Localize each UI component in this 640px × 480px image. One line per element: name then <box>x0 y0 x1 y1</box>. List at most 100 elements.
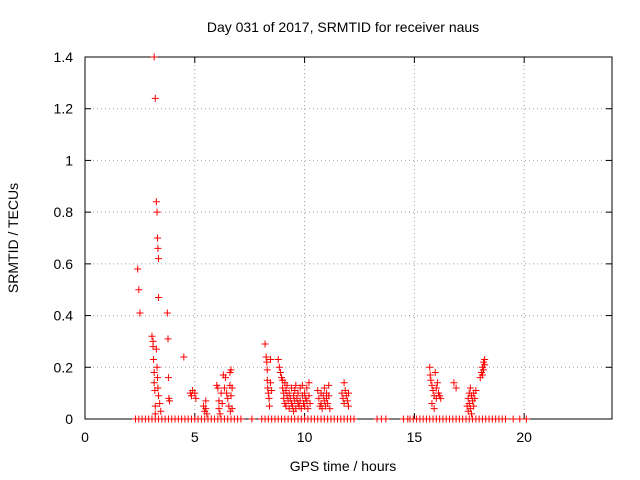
data-point <box>301 389 309 397</box>
data-point <box>237 415 245 423</box>
data-point <box>298 381 306 389</box>
data-point <box>153 208 161 216</box>
data-point <box>222 374 230 382</box>
data-point <box>305 392 313 400</box>
data-point <box>274 356 282 364</box>
data-point <box>305 379 313 387</box>
y-tick-label: 0.6 <box>54 256 74 272</box>
data-point <box>227 392 235 400</box>
grid <box>85 57 612 419</box>
data-point <box>428 381 436 389</box>
y-tick-label: 0 <box>65 411 73 427</box>
data-point <box>427 376 435 384</box>
data-point <box>150 379 158 387</box>
data-point <box>180 353 188 361</box>
data-point <box>426 363 434 371</box>
x-tick-label: 20 <box>516 429 532 445</box>
data-point <box>153 234 161 242</box>
data-point <box>216 410 224 418</box>
data-point <box>315 394 323 402</box>
data-point <box>134 265 142 273</box>
data-point <box>150 53 158 61</box>
data-point <box>262 353 270 361</box>
data-point <box>150 356 158 364</box>
data-point <box>481 361 489 369</box>
data-point <box>306 399 314 407</box>
data-point <box>192 394 200 402</box>
x-tick-label: 0 <box>81 429 89 445</box>
data-point <box>345 389 352 397</box>
data-point <box>430 405 438 413</box>
data-point <box>202 405 210 413</box>
data-point <box>326 405 334 413</box>
data-point <box>433 379 441 387</box>
plot-frame <box>84 56 613 420</box>
data-point <box>154 384 162 392</box>
data-point <box>203 410 211 418</box>
data-point <box>268 387 276 395</box>
axes <box>84 56 613 420</box>
data-point <box>202 397 210 405</box>
data-point <box>467 410 475 418</box>
data-point <box>228 384 236 392</box>
data-point <box>426 371 434 379</box>
data-point <box>509 415 517 423</box>
data-point <box>263 358 271 366</box>
data-point <box>502 415 510 423</box>
data-point <box>267 356 275 364</box>
data-point <box>276 368 284 376</box>
y-tick-label: 1.2 <box>54 101 74 117</box>
data-point <box>325 381 333 389</box>
data-point <box>285 389 293 397</box>
data-point <box>248 415 256 423</box>
ticks: 0 5 10 15 20 0 0.2 0.4 0.6 0.8 1 1.2 1.4 <box>54 49 612 445</box>
data-point <box>164 335 172 343</box>
data-point <box>320 384 328 392</box>
data-point <box>294 389 302 397</box>
data-point <box>153 374 161 382</box>
data-point <box>163 309 171 317</box>
data-point <box>343 397 351 405</box>
data-point <box>227 366 235 374</box>
y-tick-label: 1 <box>65 152 73 168</box>
data-point <box>304 405 312 413</box>
data-point <box>522 415 530 423</box>
data-point <box>220 384 228 392</box>
data-point <box>191 389 199 397</box>
data-point <box>215 405 223 413</box>
y-tick-label: 0.2 <box>54 359 74 375</box>
y-axis-label: SRMTID / TECUs <box>5 183 21 293</box>
data-point <box>283 381 291 389</box>
data-point <box>452 384 460 392</box>
y-tick-label: 0.4 <box>54 308 74 324</box>
data-point <box>267 379 275 387</box>
data-point <box>432 384 440 392</box>
data-point <box>152 198 160 206</box>
data-point <box>325 392 333 400</box>
x-tick-label: 15 <box>407 429 423 445</box>
data-point <box>218 399 226 407</box>
data-point <box>263 366 271 374</box>
data-point <box>324 399 332 407</box>
data-point <box>166 397 174 405</box>
data-point <box>153 363 161 371</box>
data-point <box>480 366 488 374</box>
data-point <box>437 394 445 402</box>
y-tick-label: 1.4 <box>54 49 74 65</box>
data-points <box>132 53 530 423</box>
data-point <box>150 368 158 376</box>
y-tick-label: 0.8 <box>54 204 74 220</box>
data-point <box>265 394 273 402</box>
x-tick-label: 5 <box>191 429 199 445</box>
data-point <box>428 399 436 407</box>
data-point <box>275 363 283 371</box>
data-point <box>152 345 160 353</box>
data-point <box>466 384 474 392</box>
data-point <box>431 368 439 376</box>
data-point <box>382 415 390 423</box>
x-axis-label: GPS time / hours <box>290 458 397 474</box>
data-point <box>265 402 273 410</box>
data-point <box>345 402 352 410</box>
data-point <box>350 415 358 423</box>
